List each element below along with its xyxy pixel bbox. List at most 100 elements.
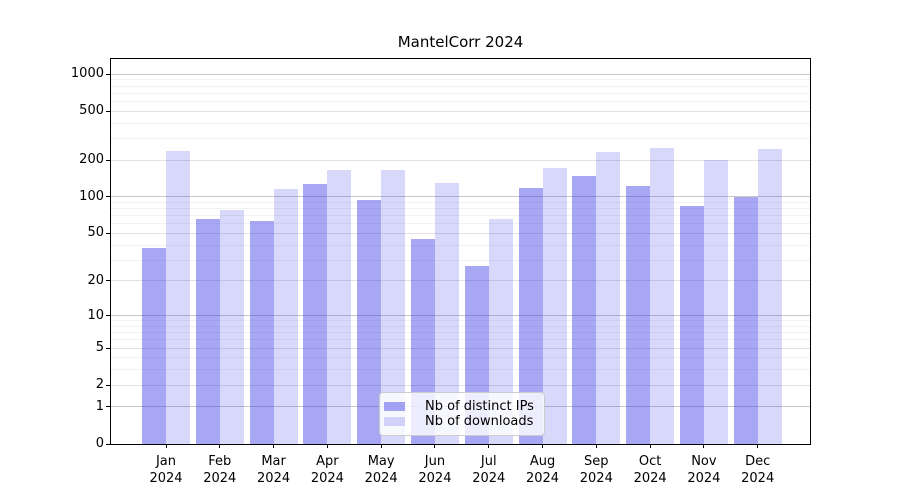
y-tick-label: 20 bbox=[87, 272, 104, 288]
minor-gridline bbox=[111, 369, 810, 371]
gridline bbox=[111, 232, 810, 234]
y-tick-label: 50 bbox=[87, 225, 104, 241]
y-tick-label: 1000 bbox=[70, 66, 104, 82]
x-tick-mark bbox=[434, 444, 436, 448]
minor-gridline bbox=[111, 201, 810, 203]
gridline bbox=[111, 347, 810, 349]
minor-gridline bbox=[111, 92, 810, 94]
x-tick-mark bbox=[326, 444, 328, 448]
bar bbox=[357, 199, 382, 444]
x-tick-label: Oct 2024 bbox=[633, 454, 667, 486]
x-tick-label: Apr 2024 bbox=[310, 454, 344, 486]
minor-gridline bbox=[111, 100, 810, 102]
x-tick-mark bbox=[273, 444, 275, 448]
x-tick-label: Nov 2024 bbox=[687, 454, 721, 486]
y-tick-mark bbox=[106, 347, 110, 349]
gridline bbox=[111, 159, 810, 161]
chart-title: MantelCorr 2024 bbox=[397, 33, 524, 51]
legend-label-distinct-ips: Nb of distinct IPs bbox=[425, 398, 534, 414]
bar bbox=[249, 221, 274, 444]
x-tick-label: Sep 2024 bbox=[579, 454, 613, 486]
bar bbox=[703, 160, 728, 444]
minor-gridline bbox=[111, 259, 810, 261]
y-tick-mark bbox=[106, 73, 110, 75]
plot-area: Nb of distinct IPs Nb of downloads 0 1 2 5 1… bbox=[71, 58, 811, 486]
legend-item-downloads: Nb of downloads bbox=[384, 415, 538, 428]
y-tick-label: 1 bbox=[95, 398, 104, 414]
y-tick-mark bbox=[106, 280, 110, 282]
minor-gridline bbox=[111, 357, 810, 359]
gridline bbox=[111, 280, 810, 282]
y-tick-mark bbox=[106, 384, 110, 386]
minor-gridline bbox=[111, 137, 810, 139]
bar bbox=[626, 185, 651, 444]
bar bbox=[327, 169, 352, 444]
bar bbox=[219, 210, 244, 444]
bar bbox=[650, 148, 675, 444]
minor-gridline bbox=[111, 79, 810, 81]
bar bbox=[596, 152, 621, 444]
x-tick-mark bbox=[703, 444, 705, 448]
x-tick-mark bbox=[488, 444, 490, 448]
legend: Nb of distinct IPs Nb of downloads bbox=[379, 392, 545, 436]
bar bbox=[142, 247, 166, 444]
x-tick-label: Mar 2024 bbox=[257, 454, 291, 486]
x-tick-mark bbox=[649, 444, 651, 448]
x-tick-label: Jul 2024 bbox=[472, 454, 506, 486]
y-tick-label: 200 bbox=[79, 152, 104, 168]
gridline bbox=[111, 315, 810, 317]
legend-swatch-downloads bbox=[384, 417, 405, 427]
minor-gridline bbox=[111, 208, 810, 210]
minor-gridline bbox=[111, 244, 810, 246]
y-tick-label: 2 bbox=[95, 377, 104, 393]
y-tick-label: 500 bbox=[79, 103, 104, 119]
bar bbox=[757, 149, 782, 444]
legend-swatch-distinct-ips bbox=[384, 401, 405, 411]
x-tick-label: Aug 2024 bbox=[525, 454, 560, 486]
minor-gridline bbox=[111, 215, 810, 217]
y-tick-label: 10 bbox=[87, 307, 104, 323]
y-tick-label: 0 bbox=[95, 436, 104, 451]
y-tick-mark bbox=[106, 406, 110, 408]
legend-label-downloads: Nb of downloads bbox=[425, 414, 534, 430]
y-tick-mark bbox=[106, 159, 110, 161]
bar bbox=[572, 176, 597, 444]
y-tick-mark bbox=[106, 315, 110, 317]
y-tick-label: 100 bbox=[79, 188, 104, 204]
x-tick-label: May 2024 bbox=[364, 454, 398, 486]
legend-item-distinct-ips: Nb of distinct IPs bbox=[384, 400, 538, 413]
bar bbox=[303, 184, 328, 444]
y-tick-mark bbox=[106, 110, 110, 112]
y-tick-mark bbox=[106, 443, 110, 445]
x-tick-label: Jun 2024 bbox=[418, 454, 452, 486]
minor-gridline bbox=[111, 325, 810, 327]
x-tick-mark bbox=[219, 444, 221, 448]
bar bbox=[166, 151, 190, 444]
minor-gridline bbox=[111, 122, 810, 124]
x-tick-label: Dec 2024 bbox=[741, 454, 775, 486]
x-tick-label: Feb 2024 bbox=[203, 454, 237, 486]
x-tick-mark bbox=[595, 444, 597, 448]
y-tick-mark bbox=[106, 232, 110, 234]
minor-gridline bbox=[111, 332, 810, 334]
y-tick-mark bbox=[106, 196, 110, 198]
x-tick-mark bbox=[542, 444, 544, 448]
y-tick-label: 5 bbox=[95, 340, 104, 356]
x-tick-mark bbox=[165, 444, 167, 448]
bar bbox=[733, 196, 758, 444]
gridline bbox=[111, 110, 810, 112]
minor-gridline bbox=[111, 85, 810, 87]
gridline bbox=[111, 384, 810, 386]
gridline bbox=[111, 73, 810, 75]
x-tick-label: Jan 2024 bbox=[149, 454, 183, 486]
bar bbox=[679, 205, 704, 444]
x-tick-mark bbox=[757, 444, 759, 448]
gridline bbox=[111, 196, 810, 198]
minor-gridline bbox=[111, 320, 810, 322]
x-tick-mark bbox=[380, 444, 382, 448]
bar bbox=[195, 218, 220, 444]
bar bbox=[542, 167, 567, 444]
bar bbox=[273, 188, 298, 444]
minor-gridline bbox=[111, 339, 810, 341]
